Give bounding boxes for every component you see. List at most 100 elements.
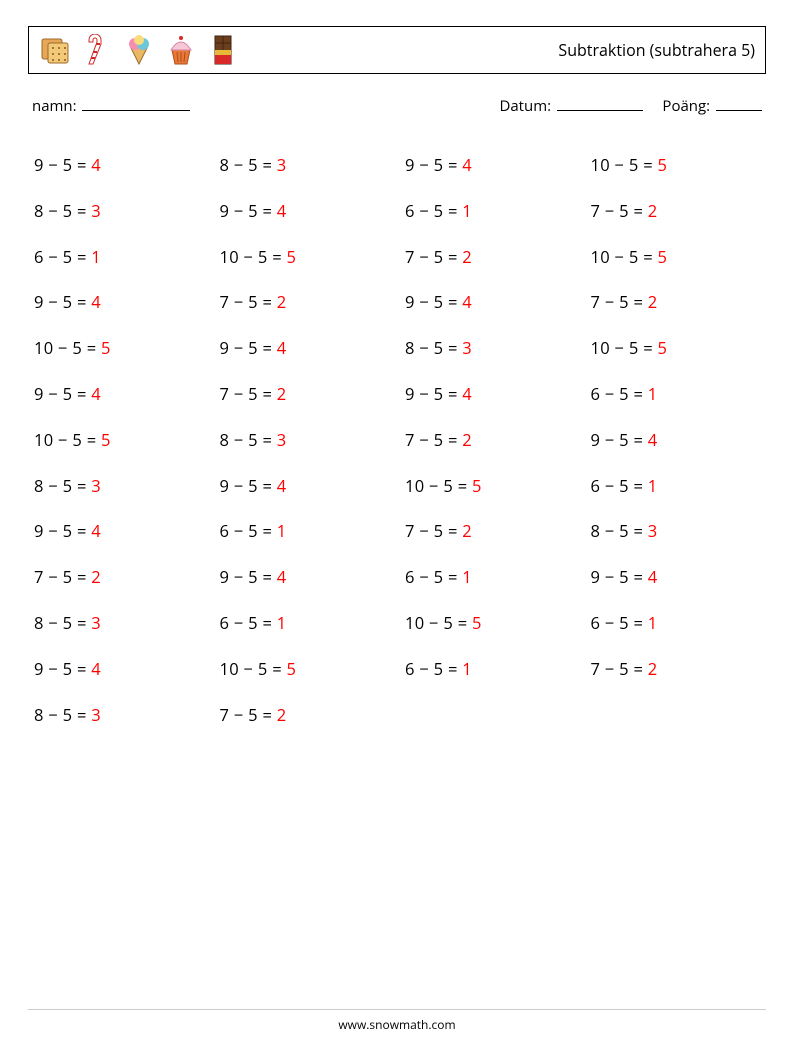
problem-answer: 3 [277,153,287,176]
problem-answer: 1 [277,519,287,542]
name-blank[interactable] [82,96,190,111]
problem-answer: 1 [91,245,101,268]
problem-expression: 6 − 5 = [591,382,648,405]
problem-expression: 8 − 5 = [220,153,277,176]
problem-expression: 8 − 5 = [34,199,91,222]
problem-item: 9 − 5 = 4 [220,463,396,509]
problem-expression: 7 − 5 = [591,290,648,313]
problem-expression: 7 − 5 = [220,382,277,405]
problem-expression: 9 − 5 = [220,565,277,588]
problem-item: 7 − 5 = 2 [220,371,396,417]
problem-answer: 3 [277,428,287,451]
footer-divider [28,1009,766,1010]
problem-item: 10 − 5 = 5 [591,142,767,188]
problem-expression: 7 − 5 = [591,199,648,222]
header-icons [39,34,239,66]
problem-item: 8 − 5 = 3 [34,188,210,234]
problem-item: 7 − 5 = 2 [591,188,767,234]
problem-answer: 4 [462,382,472,405]
problem-expression: 6 − 5 = [220,611,277,634]
problem-item: 9 − 5 = 4 [405,142,581,188]
problem-item: 9 − 5 = 4 [34,646,210,692]
date-blank[interactable] [557,96,643,111]
problem-answer: 1 [648,611,658,634]
problem-item: 9 − 5 = 4 [34,142,210,188]
problem-expression: 6 − 5 = [405,199,462,222]
problem-answer: 2 [462,245,472,268]
problem-item: 7 − 5 = 2 [405,234,581,280]
problem-item: 7 − 5 = 2 [405,417,581,463]
problem-expression: 6 − 5 = [591,611,648,634]
problem-item: 8 − 5 = 3 [34,692,210,738]
problem-item: 9 − 5 = 4 [220,554,396,600]
problem-expression: 8 − 5 = [34,474,91,497]
problem-item: 10 − 5 = 5 [405,463,581,509]
problem-answer: 4 [91,290,101,313]
problem-answer: 2 [462,428,472,451]
problem-expression: 9 − 5 = [220,336,277,359]
problem-answer: 4 [462,290,472,313]
problem-answer: 5 [101,336,111,359]
problem-expression: 9 − 5 = [405,153,462,176]
problem-item: 9 − 5 = 4 [405,279,581,325]
problem-item: 6 − 5 = 1 [34,234,210,280]
problem-expression: 7 − 5 = [405,245,462,268]
problem-answer: 4 [91,657,101,680]
worksheet-title: Subtraktion (subtrahera 5) [558,39,755,61]
problem-expression: 10 − 5 = [34,336,101,359]
problem-answer: 3 [91,474,101,497]
header-box: Subtraktion (subtrahera 5) [28,26,766,74]
problem-answer: 5 [658,153,668,176]
problem-item: 9 − 5 = 4 [220,325,396,371]
date-score: Datum: Poäng: [499,96,762,116]
problem-item: 7 − 5 = 2 [220,692,396,738]
problem-answer: 3 [91,611,101,634]
problem-item: 9 − 5 = 4 [34,279,210,325]
problem-item: 8 − 5 = 3 [34,463,210,509]
problem-answer: 5 [101,428,111,451]
problem-item: 10 − 5 = 5 [34,417,210,463]
score-label: Poäng: [662,96,710,116]
problem-answer: 2 [648,657,658,680]
name-field: namn: [32,96,190,116]
problem-item: 7 − 5 = 2 [220,279,396,325]
problem-item: 8 − 5 = 3 [405,325,581,371]
problems-grid: 9 − 5 = 48 − 5 = 39 − 5 = 410 − 5 = 58 −… [28,142,766,737]
problem-item: 6 − 5 = 1 [405,554,581,600]
problem-expression: 9 − 5 = [34,382,91,405]
problem-expression: 9 − 5 = [34,657,91,680]
problem-expression: 7 − 5 = [405,519,462,542]
problem-answer: 2 [277,382,287,405]
problem-answer: 4 [91,382,101,405]
problem-answer: 1 [648,382,658,405]
problem-expression: 9 − 5 = [34,290,91,313]
problem-item: 8 − 5 = 3 [220,142,396,188]
problem-item: 6 − 5 = 1 [220,600,396,646]
problem-expression: 9 − 5 = [34,153,91,176]
problem-answer: 5 [472,611,482,634]
problem-expression: 9 − 5 = [220,199,277,222]
problem-answer: 3 [91,199,101,222]
problem-answer: 5 [287,245,297,268]
problem-item: 6 − 5 = 1 [591,371,767,417]
problem-item: 10 − 5 = 5 [591,234,767,280]
problem-answer: 3 [91,703,101,726]
problem-answer: 2 [648,290,658,313]
problem-expression: 7 − 5 = [34,565,91,588]
score-blank[interactable] [716,96,762,111]
problem-item: 8 − 5 = 3 [34,600,210,646]
problem-item: 9 − 5 = 4 [34,371,210,417]
problem-expression: 6 − 5 = [591,474,648,497]
problem-answer: 3 [648,519,658,542]
problem-expression: 9 − 5 = [405,382,462,405]
problem-answer: 1 [462,199,472,222]
problem-answer: 5 [287,657,297,680]
footer: www.snowmath.com [28,1001,766,1033]
problem-expression: 7 − 5 = [591,657,648,680]
problem-expression: 7 − 5 = [405,428,462,451]
problem-answer: 4 [277,474,287,497]
problem-answer: 4 [91,153,101,176]
problem-item: 7 − 5 = 2 [405,508,581,554]
problem-expression: 9 − 5 = [591,565,648,588]
problem-answer: 5 [658,336,668,359]
